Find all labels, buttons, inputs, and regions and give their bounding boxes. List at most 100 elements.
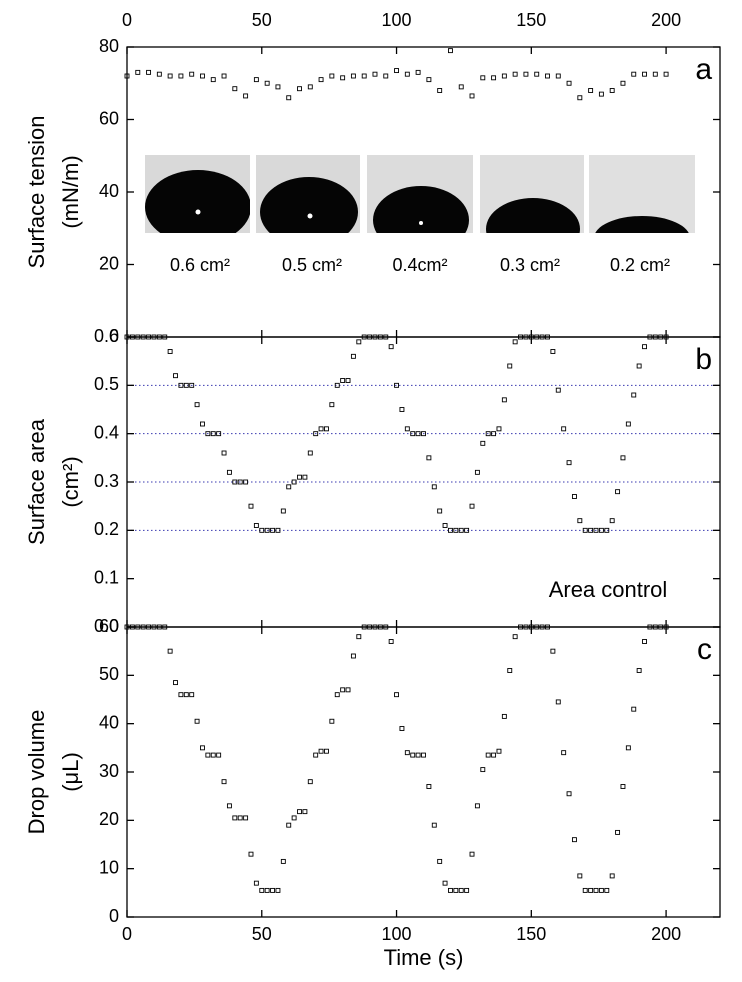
marker <box>652 334 658 340</box>
marker <box>458 84 464 90</box>
marker <box>167 349 173 354</box>
annotation: Area control <box>549 577 668 602</box>
marker <box>507 363 513 369</box>
marker <box>307 84 313 90</box>
marker <box>437 88 443 93</box>
marker <box>598 527 604 533</box>
marker <box>356 634 362 640</box>
marker <box>474 469 480 475</box>
inset-label: 0.5 cm² <box>282 255 342 275</box>
inset-label: 0.3 cm² <box>500 255 560 275</box>
y-axis-label: Drop volume <box>24 710 49 835</box>
marker <box>243 815 249 821</box>
marker <box>458 527 464 533</box>
marker <box>226 803 232 809</box>
marker <box>237 815 243 821</box>
marker <box>394 68 399 74</box>
marker <box>545 624 550 630</box>
marker <box>367 334 373 340</box>
marker <box>275 84 281 90</box>
marker <box>437 858 443 864</box>
marker <box>383 73 389 79</box>
marker <box>243 93 249 99</box>
marker <box>566 80 572 86</box>
marker <box>286 95 292 101</box>
marker <box>372 71 378 77</box>
marker <box>593 527 599 533</box>
marker <box>437 508 443 514</box>
marker <box>383 334 389 340</box>
marker <box>609 88 615 93</box>
y-tick-label: 40 <box>99 181 119 201</box>
marker <box>555 387 561 393</box>
marker <box>631 71 637 77</box>
marker <box>491 431 497 437</box>
marker <box>534 624 540 630</box>
marker <box>399 726 405 731</box>
marker <box>512 339 518 345</box>
marker <box>189 382 195 388</box>
marker <box>221 450 227 456</box>
marker <box>609 873 615 879</box>
marker <box>663 71 669 77</box>
marker <box>135 624 141 630</box>
marker <box>253 880 259 886</box>
drop <box>260 177 358 233</box>
marker <box>566 460 572 466</box>
marker <box>404 750 410 756</box>
marker <box>151 334 157 340</box>
marker <box>410 431 416 437</box>
marker <box>313 431 319 437</box>
marker <box>318 77 324 83</box>
x-tick-label: 150 <box>516 924 546 944</box>
marker <box>555 699 561 705</box>
marker <box>324 748 329 754</box>
marker <box>636 668 642 673</box>
marker <box>539 334 545 340</box>
drop <box>373 186 469 233</box>
marker <box>291 815 297 821</box>
x-tick-label: 0 <box>122 10 132 30</box>
marker <box>237 479 243 485</box>
marker <box>421 752 426 758</box>
y-axis-label: (mN/m) <box>58 155 83 228</box>
marker <box>647 334 653 340</box>
marker <box>334 692 340 698</box>
marker <box>604 887 610 893</box>
marker <box>642 344 647 350</box>
marker <box>652 624 658 630</box>
marker <box>264 80 270 86</box>
reflection <box>307 213 313 219</box>
marker <box>528 624 534 630</box>
marker <box>329 718 335 724</box>
marker <box>388 639 394 644</box>
marker <box>140 624 146 630</box>
y-tick-label: 60 <box>99 108 119 128</box>
marker <box>431 484 437 490</box>
y-tick-label: 80 <box>99 36 119 56</box>
marker <box>507 668 513 673</box>
marker <box>146 69 152 75</box>
marker <box>496 426 502 432</box>
marker <box>561 750 567 756</box>
marker <box>264 887 270 893</box>
marker <box>167 648 173 654</box>
marker <box>571 837 577 843</box>
marker <box>652 71 658 77</box>
marker <box>388 344 394 350</box>
y-tick-label: 20 <box>99 253 119 273</box>
marker <box>464 527 470 533</box>
y-tick-label: 0.4 <box>94 422 119 442</box>
marker <box>598 887 604 893</box>
marker <box>200 73 205 79</box>
marker <box>588 88 594 93</box>
marker <box>426 77 432 83</box>
marker <box>286 822 292 828</box>
marker <box>631 392 637 398</box>
marker <box>474 803 480 809</box>
marker <box>361 73 367 79</box>
marker <box>377 624 383 630</box>
marker <box>345 378 351 383</box>
